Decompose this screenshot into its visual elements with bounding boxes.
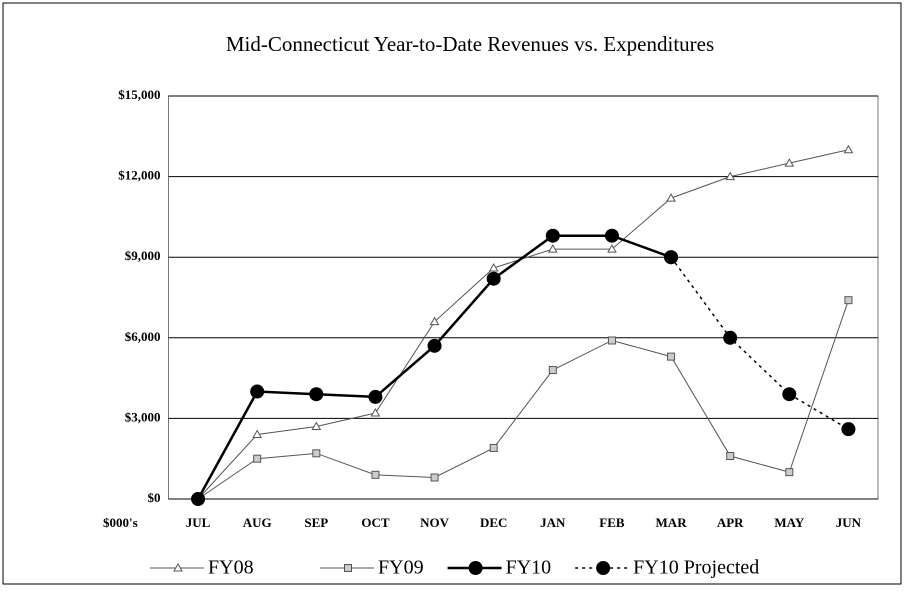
data-point — [429, 316, 440, 326]
y-tick-label: $0 — [148, 490, 161, 505]
data-point — [548, 366, 557, 375]
x-tick-label: NOV — [420, 515, 450, 530]
data-point — [427, 338, 442, 353]
legend-marker — [344, 564, 352, 572]
x-tick-label: APR — [717, 515, 744, 530]
series-line — [197, 300, 849, 500]
data-point — [311, 421, 322, 430]
x-tick-label: JUL — [186, 515, 211, 530]
legend-marker — [468, 561, 483, 575]
y-tick-label: $3,000 — [125, 409, 161, 424]
y-tick-label: $12,000 — [118, 168, 160, 183]
data-point — [309, 387, 324, 402]
legend-label: FY09 — [378, 557, 424, 579]
data-point — [667, 352, 676, 361]
data-point — [841, 422, 856, 437]
series-line — [670, 256, 849, 430]
legend-marker — [173, 562, 183, 572]
data-point — [607, 336, 616, 345]
data-point — [607, 244, 617, 253]
data-point — [547, 244, 558, 253]
legend-label: FY10 Projected — [633, 557, 759, 579]
data-point — [488, 262, 499, 272]
data-point — [785, 468, 794, 477]
x-tick-label: FEB — [599, 515, 625, 530]
data-point — [784, 158, 795, 167]
data-point — [489, 443, 498, 452]
legend-label: FY08 — [208, 557, 254, 579]
x-tick-label: JUN — [836, 515, 862, 530]
chart-border — [2, 2, 902, 585]
data-point — [312, 449, 321, 458]
data-point — [726, 452, 735, 461]
x-tick-label: MAR — [656, 515, 688, 530]
data-point — [723, 330, 738, 345]
data-point — [843, 144, 854, 154]
y-tick-label: $15,000 — [118, 87, 160, 102]
x-tick-label: DEC — [480, 515, 507, 530]
data-point — [191, 492, 206, 506]
chart-title: Mid-Connecticut Year-to-Date Revenues vs… — [226, 32, 714, 56]
data-point — [844, 296, 853, 305]
legend-label: FY10 — [506, 557, 552, 579]
data-point — [371, 470, 380, 479]
y-tick-label: $9,000 — [125, 248, 161, 263]
data-point — [368, 389, 383, 404]
data-point — [725, 171, 736, 181]
data-point — [545, 228, 560, 243]
data-point — [252, 429, 263, 439]
data-point — [486, 271, 501, 286]
y-axis-label: $000's — [103, 515, 138, 530]
x-tick-label: OCT — [361, 515, 390, 530]
data-point — [664, 250, 679, 265]
x-tick-label: AUG — [243, 515, 272, 530]
x-tick-label: MAY — [774, 515, 804, 530]
data-point — [430, 473, 439, 482]
legend-marker — [596, 561, 611, 575]
x-tick-label: JAN — [540, 515, 566, 530]
x-tick-label: SEP — [304, 515, 328, 530]
y-tick-label: $6,000 — [125, 329, 161, 344]
data-point — [666, 193, 676, 202]
data-point — [250, 384, 265, 399]
data-point — [604, 228, 619, 243]
data-point — [253, 454, 262, 463]
data-point — [370, 408, 381, 417]
data-point — [782, 387, 797, 402]
